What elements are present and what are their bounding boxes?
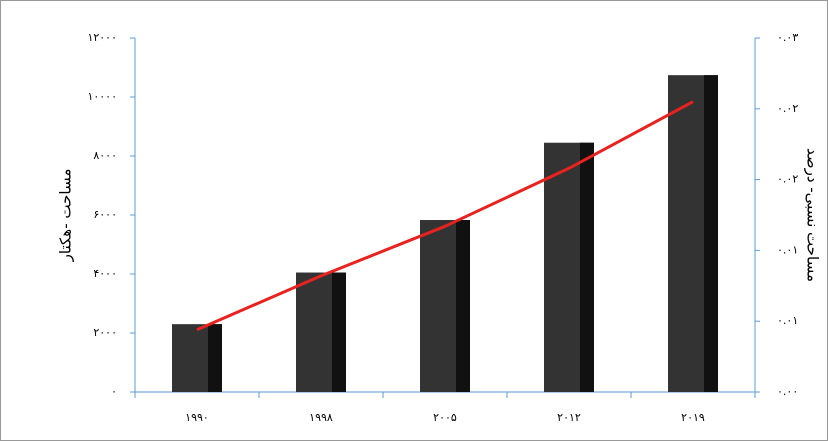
y2-tick-label: ۰.۰۰ [777,385,798,398]
y-tick-label: ۱۲۰۰۰ [87,31,117,44]
x-tick-label: ۱۹۹۰ [185,411,209,424]
y2-axis-title: مساحت نسبی- درصد [804,148,822,282]
y2-tick-label: ۰.۰۱ [777,314,798,327]
bar [296,272,346,392]
y-tick-label: ۲۰۰۰ [93,326,117,339]
y-tick-label: ۱۰۰۰۰ [87,90,117,103]
y-tick-label: ۴۰۰۰ [93,267,117,280]
y-tick-label: ۸۰۰۰ [93,149,117,162]
bar [420,220,470,392]
y2-tick-label: ۰.۰۱ [777,243,798,256]
y-tick-label: ۰ [111,385,117,398]
y2-tick-label: ۰.۰۲ [777,173,798,186]
bar [172,324,222,392]
y-axis-title: مساحت -هکتار [57,169,75,263]
x-tick-label: ۱۹۹۸ [309,411,333,424]
y-tick-label: ۶۰۰۰ [93,208,117,221]
line [196,100,694,332]
bar [544,142,594,392]
bar [668,75,718,393]
x-tick-label: ۲۰۱۹ [681,411,705,424]
x-tick-label: ۲۰۱۲ [557,411,581,424]
y2-tick-label: ۰.۰۳ [777,31,798,44]
y2-tick-label: ۰.۰۲ [777,102,798,115]
x-tick-label: ۲۰۰۵ [433,411,457,424]
